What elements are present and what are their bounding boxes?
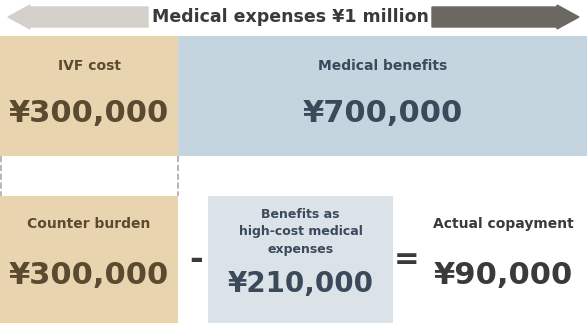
Text: IVF cost: IVF cost: [58, 59, 120, 73]
Text: ¥300,000: ¥300,000: [9, 262, 169, 290]
Text: ¥700,000: ¥700,000: [302, 99, 463, 129]
Bar: [178, 36, 587, 156]
FancyArrow shape: [8, 5, 148, 29]
Bar: [0, 36, 178, 156]
Text: Benefits as
high-cost medical
expenses: Benefits as high-cost medical expenses: [238, 207, 362, 256]
Text: Counter burden: Counter burden: [28, 217, 151, 231]
FancyArrow shape: [432, 5, 579, 29]
Bar: [208, 196, 393, 323]
Text: Medical expenses ¥1 million: Medical expenses ¥1 million: [151, 8, 429, 26]
Text: Actual copayment: Actual copayment: [433, 217, 574, 231]
Text: -: -: [189, 243, 203, 276]
Text: ¥210,000: ¥210,000: [228, 270, 373, 298]
Text: ¥90,000: ¥90,000: [434, 262, 573, 290]
Bar: [0, 196, 178, 323]
Text: =: =: [394, 245, 420, 274]
Text: ¥300,000: ¥300,000: [9, 99, 169, 129]
Text: Medical benefits: Medical benefits: [318, 59, 447, 73]
